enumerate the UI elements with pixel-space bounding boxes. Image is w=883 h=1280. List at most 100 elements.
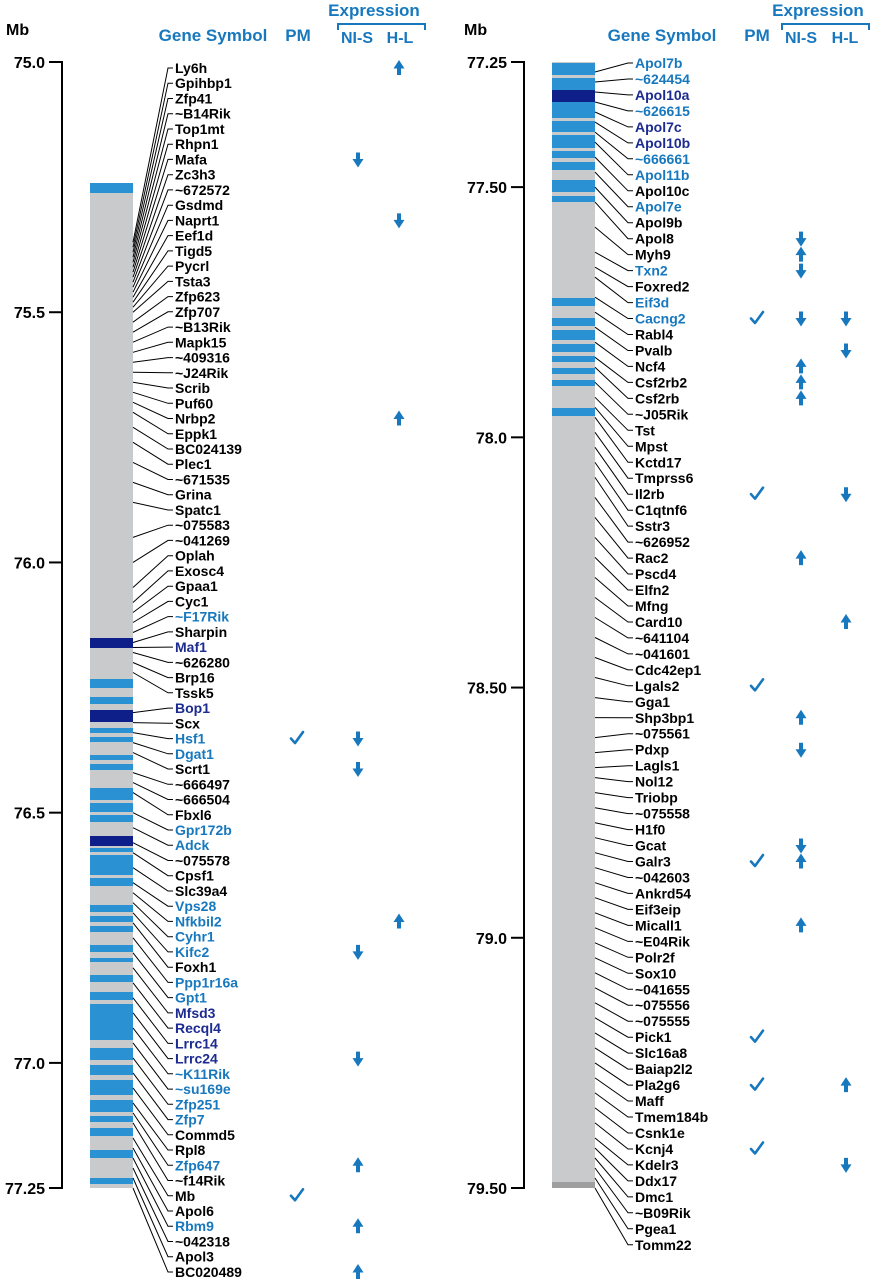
gene-label: Rhpn1 — [175, 136, 219, 152]
leader-line — [594, 447, 633, 495]
gene-label: Csf2rb2 — [635, 374, 687, 390]
gene-label: Tomm22 — [635, 1237, 692, 1253]
gene-label: Pdxp — [635, 742, 669, 758]
ideogram-band — [90, 755, 133, 760]
gene-label: Ddx17 — [635, 1173, 677, 1189]
leader-line — [132, 174, 173, 278]
pm-column-header: PM — [744, 26, 770, 45]
leader-line — [594, 822, 633, 831]
gene-label: Grina — [175, 487, 212, 503]
gene-label: ~666661 — [635, 151, 690, 167]
leader-line — [132, 481, 173, 496]
ideogram-band — [90, 1100, 133, 1112]
gene-label: ~J24Rik — [175, 365, 229, 381]
leader-line — [132, 631, 173, 643]
leader-line — [132, 280, 173, 313]
gene-label: Gpr172b — [175, 822, 232, 838]
ideogram-band — [90, 878, 133, 886]
axis-tick-label: 76.0 — [14, 555, 45, 572]
leader-line — [132, 867, 173, 892]
ideogram-band — [552, 344, 595, 352]
leader-line — [132, 1012, 173, 1060]
gene-label: Kcnj4 — [635, 1141, 673, 1157]
gene-label: Lagls1 — [635, 758, 680, 774]
gene-label: Galr3 — [635, 854, 671, 870]
gene-label: Adck — [175, 837, 209, 853]
leader-line — [132, 982, 173, 1029]
ideogram-band — [552, 368, 595, 374]
gene-label: Gpaa1 — [175, 578, 218, 594]
mb-axis-title: Mb — [464, 22, 488, 39]
gene-label: ~su169e — [175, 1081, 231, 1097]
leader-line — [594, 432, 633, 479]
nis-arrow-down — [352, 152, 364, 168]
gene-label: Mb — [175, 1188, 195, 1204]
ideogram-band — [552, 298, 595, 306]
leader-line — [132, 600, 173, 623]
gene-label: Foxh1 — [175, 959, 216, 975]
leader-line — [132, 967, 173, 1014]
ideogram-band — [90, 1048, 133, 1060]
leader-line — [132, 426, 173, 450]
gene-label: Vps28 — [175, 898, 216, 914]
leader-line — [132, 892, 173, 922]
gene-label: ~B09Rik — [635, 1205, 691, 1221]
gene-label: Baiap2l2 — [635, 1061, 693, 1077]
leader-line — [594, 341, 633, 367]
leader-line — [594, 1107, 633, 1134]
gene-label: Hsf1 — [175, 731, 206, 747]
leader-line — [132, 882, 173, 907]
gene-label: Tssk5 — [175, 685, 214, 701]
nis-arrow-down — [352, 1051, 364, 1067]
leader-line — [132, 67, 173, 243]
gene-label: Apol3 — [175, 1249, 214, 1265]
gene-label: Spatc1 — [175, 502, 221, 518]
nis-arrow-up — [795, 709, 807, 725]
gene-symbol-header: Gene Symbol — [607, 26, 717, 45]
leader-line — [594, 121, 633, 144]
gene-label: Apol10b — [635, 135, 690, 151]
leader-line — [594, 897, 633, 910]
gene-label: Kdelr3 — [635, 1157, 679, 1173]
ideogram-band — [90, 855, 133, 875]
pm-check — [289, 730, 305, 745]
leader-line — [594, 807, 633, 815]
ideogram-band — [552, 151, 595, 158]
nis-arrow-up — [352, 1263, 364, 1279]
ideogram-band — [90, 945, 133, 952]
gene-label: Ly6h — [175, 60, 207, 76]
gene-label: Rac2 — [635, 550, 669, 566]
ideogram-band — [552, 90, 595, 102]
gene-label: Gcat — [635, 838, 666, 854]
ideogram-band — [90, 1150, 133, 1158]
gene-label: Kifc2 — [175, 944, 209, 960]
gene-label: Mfsd3 — [175, 1005, 216, 1021]
gene-label: Scx — [175, 715, 200, 731]
gene-label: ~671535 — [175, 471, 230, 487]
leader-line — [132, 570, 173, 603]
leader-line — [594, 972, 633, 990]
ideogram-band — [90, 697, 133, 704]
gene-label: Gsdmd — [175, 197, 223, 213]
gene-label: Slc39a4 — [175, 883, 227, 899]
hl-arrow-up — [393, 60, 405, 75]
gene-label: Slc16a8 — [635, 1045, 687, 1061]
leader-line — [594, 276, 633, 304]
gene-label: ~B14Rik — [175, 106, 231, 122]
leader-line — [132, 461, 173, 480]
leader-line — [132, 652, 173, 663]
gene-label: Cdc42ep1 — [635, 662, 701, 678]
leader-line — [594, 78, 633, 83]
leader-line — [594, 765, 633, 769]
gene-label: Myh9 — [635, 247, 671, 263]
gene-label: ~626615 — [635, 103, 690, 119]
leader-line — [132, 1042, 173, 1090]
gene-label: H1f0 — [635, 822, 666, 838]
expression-header: Expression — [772, 1, 864, 20]
leader-line — [132, 722, 173, 724]
gene-label: Eppk1 — [175, 426, 217, 442]
ideogram-band — [90, 836, 133, 846]
nis-arrow-down — [795, 838, 807, 854]
gene-label: Apol10a — [635, 87, 690, 103]
